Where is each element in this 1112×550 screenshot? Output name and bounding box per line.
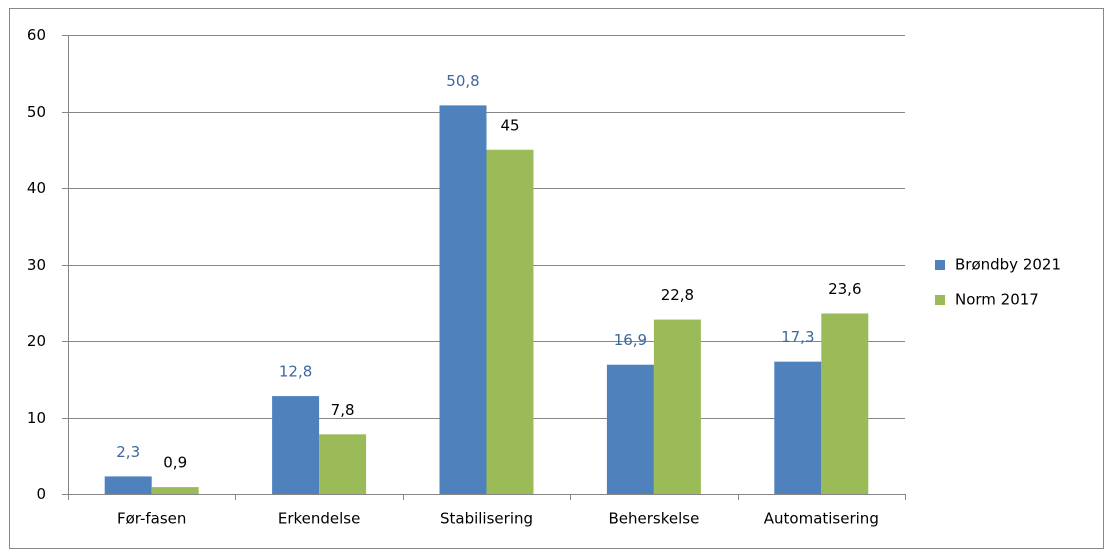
data-label: 22,8 [661,286,694,304]
bar [606,364,654,494]
bar [439,105,487,494]
chart-border [9,8,1104,549]
y-tick-label: 0 [36,485,46,503]
data-label: 12,8 [279,363,312,381]
legend-swatch [935,295,945,305]
bar [104,476,152,494]
y-tick-label: 40 [27,179,46,197]
x-tick-label: Erkendelse [278,510,361,528]
bar [653,319,701,494]
data-label: 7,8 [331,401,355,419]
y-tick-label: 60 [27,26,46,44]
x-tick-label: Før-fasen [117,510,186,528]
legend-swatch [935,260,945,270]
bar [151,487,199,494]
data-label: 45 [500,116,519,134]
y-tick-label: 50 [27,103,46,121]
data-label: 16,9 [614,331,647,349]
data-label: 2,3 [116,443,140,461]
x-tick-label: Beherskelse [608,510,699,528]
legend-label: Norm 2017 [955,291,1039,309]
x-tick-label: Automatisering [764,510,879,528]
bar [319,434,367,494]
bar [486,149,534,494]
bar [774,361,822,494]
data-label: 50,8 [446,72,479,90]
y-tick-label: 20 [27,332,46,350]
legend-label: Brøndby 2021 [955,256,1061,274]
y-tick-label: 30 [27,256,46,274]
x-tick-label: Stabilisering [440,510,533,528]
data-label: 17,3 [781,328,814,346]
y-tick-label: 10 [27,409,46,427]
data-label: 0,9 [163,454,187,472]
bar [821,313,869,494]
data-label: 23,6 [828,280,861,298]
bar [272,396,320,494]
